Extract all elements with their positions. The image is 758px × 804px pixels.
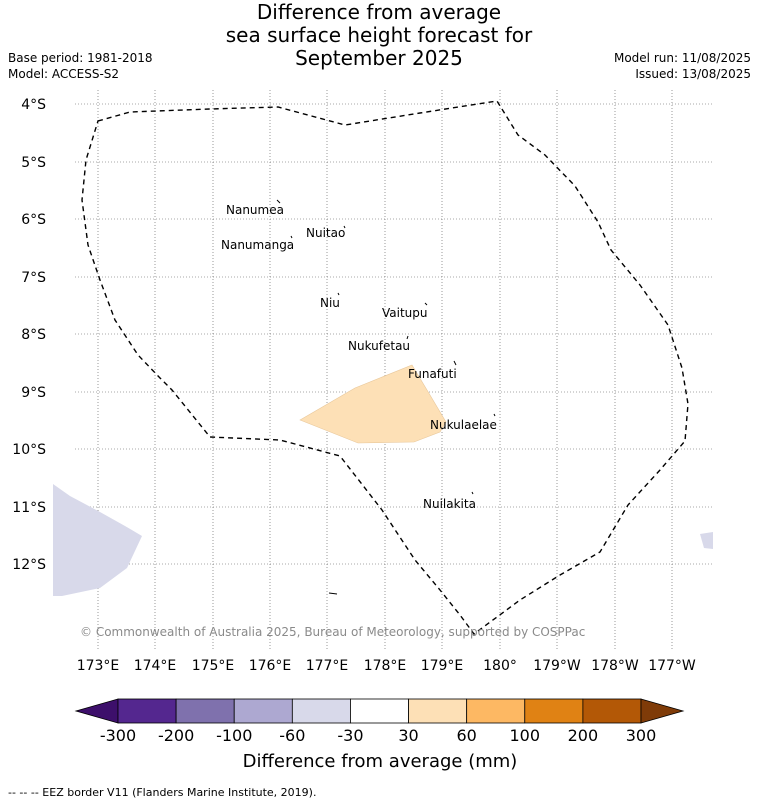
- longitude-label: 175°E: [192, 658, 235, 674]
- longitude-label: 179°E: [421, 658, 464, 674]
- colorbar-tick-label: -60: [279, 726, 305, 745]
- longitude-label: 177°W: [648, 658, 696, 674]
- colorbar-tick-label: 60: [456, 726, 476, 745]
- label-nanumanga: Nanumanga: [221, 238, 294, 252]
- label-nuitao: Nuitao: [306, 226, 345, 240]
- label-vaitupu: Vaitupu: [382, 306, 428, 320]
- colorbar-tick-labels: -300 -200 -100 -60 -30 30 60 100 200 300: [100, 726, 656, 745]
- eez-legend-note: -- -- -- EEZ border V11 (Flanders Marine…: [8, 786, 317, 799]
- eez-border: [81, 100, 689, 635]
- latitude-label: 8°S: [21, 327, 46, 343]
- latitude-label: 5°S: [21, 155, 46, 171]
- label-nukulaelae: Nukulaelae: [430, 418, 497, 432]
- colorbar-bin: [524, 698, 584, 724]
- colorbar-bin: [117, 698, 177, 724]
- map-title-line-1: Difference from average: [256, 0, 502, 24]
- colorbar: [74, 698, 685, 724]
- map-title-line-2: sea surface height forecast for: [225, 23, 533, 47]
- colorbar-tick-label: -200: [158, 726, 194, 745]
- colorbar-tick-label: -100: [216, 726, 252, 745]
- colorbar-tick-label: 300: [626, 726, 657, 745]
- negative-anomaly-region-east: [700, 532, 713, 549]
- colorbar-bin: [175, 698, 235, 724]
- copyright-notice: © Commonwealth of Australia 2025, Bureau…: [80, 625, 585, 639]
- longitude-label: 173°E: [77, 658, 120, 674]
- colorbar-tick-label: 100: [510, 726, 541, 745]
- colorbar-bin: [350, 698, 409, 724]
- latitude-labels: 4°S 5°S 6°S 7°S 8°S 9°S 10°S 11°S 12°S: [12, 97, 46, 573]
- longitude-label: 178°W: [591, 658, 639, 674]
- longitude-label: 174°E: [134, 658, 177, 674]
- longitude-labels: 173°E 174°E 175°E 176°E 177°E 178°E 179°E 180° 1…: [77, 658, 696, 674]
- model-name: Model: ACCESS-S2: [8, 67, 120, 81]
- island-markers: [276, 199, 496, 595]
- latitude-label: 6°S: [21, 212, 46, 228]
- colorbar-title: Difference from average (mm): [243, 751, 518, 772]
- longitude-label: 180°: [483, 658, 517, 674]
- longitude-label: 179°W: [533, 658, 581, 674]
- latitude-label: 9°S: [21, 385, 46, 401]
- colorbar-tick-label: 30: [398, 726, 418, 745]
- issued-date: Issued: 13/08/2025: [635, 67, 751, 81]
- label-nukufetau: Nukufetau: [348, 339, 410, 353]
- colorbar-bin: [582, 698, 642, 724]
- model-run-date: Model run: 11/08/2025: [613, 51, 751, 65]
- label-nanumea: Nanumea: [226, 203, 284, 217]
- latitude-label: 10°S: [12, 442, 46, 458]
- colorbar-bin: [408, 698, 468, 724]
- longitude-label: 177°E: [306, 658, 349, 674]
- label-nuilakita: Nuilakita: [423, 497, 476, 511]
- island-labels: Nanumea Nuitao Nanumanga Niu Vaitupu Nuk…: [221, 203, 497, 511]
- latitude-label: 4°S: [21, 97, 46, 113]
- base-period: Base period: 1981-2018: [8, 51, 153, 65]
- map-title-line-3: September 2025: [295, 46, 463, 70]
- latitude-label: 7°S: [21, 270, 46, 286]
- latitude-label: 12°S: [12, 557, 46, 573]
- colorbar-extend-above: [640, 698, 685, 724]
- colorbar-bin: [233, 698, 293, 724]
- colorbar-tick-label: -30: [337, 726, 363, 745]
- positive-anomaly-region: [299, 364, 447, 444]
- longitude-label: 178°E: [364, 658, 407, 674]
- longitude-label: 176°E: [249, 658, 292, 674]
- colorbar-tick-label: 200: [568, 726, 599, 745]
- negative-anomaly-region-sw: [53, 484, 142, 596]
- latitude-label: 11°S: [12, 500, 46, 516]
- colorbar-bin: [466, 698, 526, 724]
- colorbar-extend-below: [74, 698, 119, 724]
- colorbar-tick-label: -300: [100, 726, 136, 745]
- label-funafuti: Funafuti: [408, 367, 457, 381]
- graticule: [75, 90, 713, 650]
- colorbar-bin: [291, 698, 351, 724]
- label-niu: Niu: [320, 296, 340, 310]
